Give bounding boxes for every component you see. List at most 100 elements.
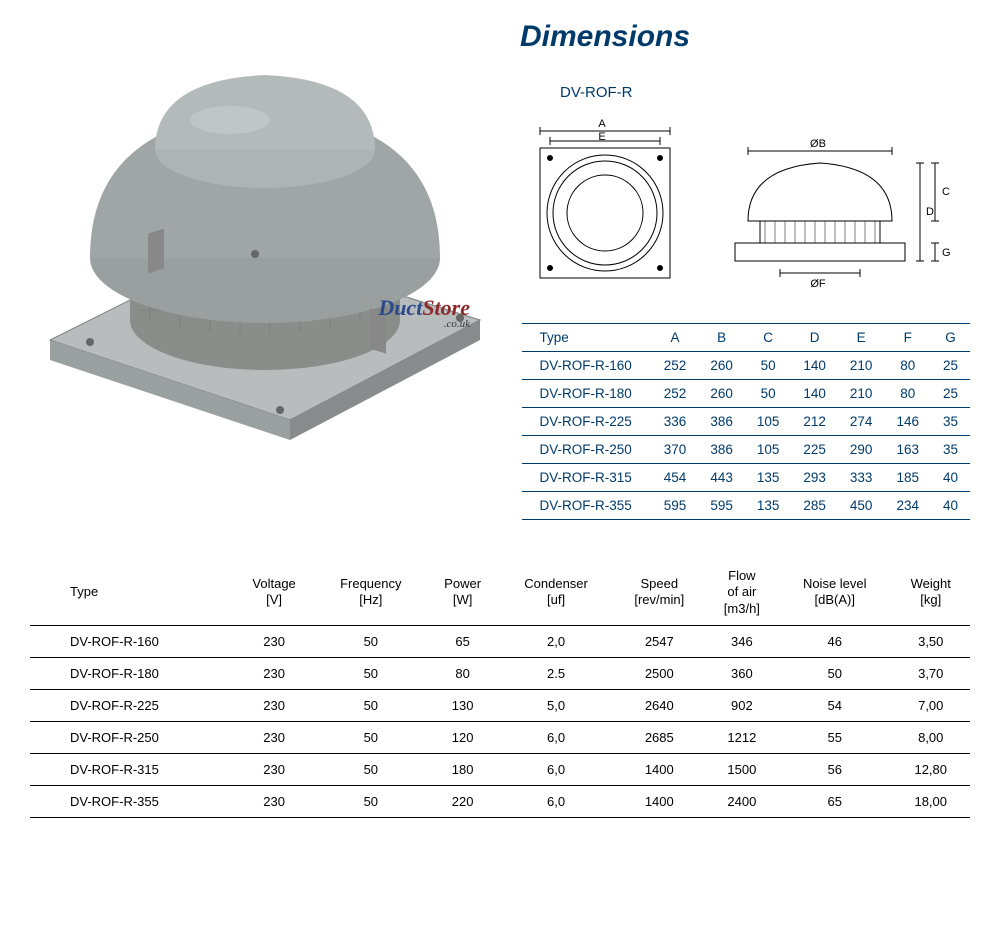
table-cell: 360 — [706, 657, 778, 689]
table-cell: 210 — [838, 380, 885, 408]
table-cell: 163 — [884, 436, 931, 464]
table-cell: 65 — [426, 625, 499, 657]
table-row: DV-ROF-R-355230502206,0140024006518,00 — [30, 785, 970, 817]
diagram-top-view: A E — [520, 113, 690, 293]
table-cell: 140 — [791, 352, 838, 380]
table-row: DV-ROF-R-31545444313529333318540 — [522, 464, 970, 492]
table-cell: 2400 — [706, 785, 778, 817]
table-row: DV-ROF-R-180252260501402108025 — [522, 380, 970, 408]
table-cell: 225 — [791, 436, 838, 464]
table-row: DV-ROF-R-25037038610522529016335 — [522, 436, 970, 464]
specifications-table: TypeVoltage[V]Frequency[Hz]Power[W]Conde… — [30, 560, 970, 818]
table-cell: 1212 — [706, 721, 778, 753]
spec-col-header: Voltage[V] — [233, 560, 316, 625]
table-cell: 50 — [316, 721, 426, 753]
table-cell: 230 — [233, 721, 316, 753]
table-cell: 333 — [838, 464, 885, 492]
dim-label-D: D — [926, 206, 934, 218]
spec-col-header: Flowof air[m3/h] — [706, 560, 778, 625]
table-cell: 2547 — [613, 625, 706, 657]
table-cell: 220 — [426, 785, 499, 817]
dimensions-table: TypeABCDEFG DV-ROF-R-1602522605014021080… — [522, 323, 970, 520]
table-cell: 80 — [884, 352, 931, 380]
table-row: DV-ROF-R-16023050652,02547346463,50 — [30, 625, 970, 657]
dim-label-F: ØF — [810, 278, 826, 290]
table-cell: 5,0 — [499, 689, 613, 721]
table-cell: 210 — [838, 352, 885, 380]
watermark: DuctStore .co.uk — [378, 295, 470, 330]
table-cell: DV-ROF-R-160 — [30, 625, 233, 657]
dim-col-header: Type — [522, 324, 652, 352]
table-cell: 252 — [652, 380, 699, 408]
table-cell: 285 — [791, 492, 838, 520]
table-cell: 8,00 — [892, 721, 971, 753]
watermark-part1: Duct — [378, 295, 422, 320]
table-cell: DV-ROF-R-250 — [522, 436, 652, 464]
dim-col-header: D — [791, 324, 838, 352]
table-cell: DV-ROF-R-355 — [30, 785, 233, 817]
table-cell: 346 — [706, 625, 778, 657]
table-cell: 46 — [778, 625, 892, 657]
table-cell: 230 — [233, 689, 316, 721]
table-cell: 12,80 — [892, 753, 971, 785]
spec-col-header: Power[W] — [426, 560, 499, 625]
table-cell: 336 — [652, 408, 699, 436]
table-cell: DV-ROF-R-250 — [30, 721, 233, 753]
dim-col-header: E — [838, 324, 885, 352]
dim-label-B: ØB — [810, 138, 826, 150]
table-cell: 1400 — [613, 753, 706, 785]
table-cell: 443 — [698, 464, 745, 492]
right-column: Dimensions DV-ROF-R — [510, 20, 970, 520]
spec-col-header: Frequency[Hz] — [316, 560, 426, 625]
table-row: DV-ROF-R-250230501206,026851212558,00 — [30, 721, 970, 753]
product-photo: DuctStore .co.uk — [30, 20, 490, 440]
diagram-side-view: ØB C D G ØF — [720, 113, 960, 293]
table-cell: DV-ROF-R-180 — [30, 657, 233, 689]
dim-label-A: A — [598, 118, 606, 130]
table-cell: 35 — [931, 408, 970, 436]
table-cell: 40 — [931, 492, 970, 520]
table-cell: 130 — [426, 689, 499, 721]
table-cell: 370 — [652, 436, 699, 464]
dim-col-header: A — [652, 324, 699, 352]
table-cell: 2,0 — [499, 625, 613, 657]
table-cell: 230 — [233, 785, 316, 817]
table-cell: 50 — [316, 625, 426, 657]
table-cell: 3,50 — [892, 625, 971, 657]
table-cell: 120 — [426, 721, 499, 753]
table-cell: 260 — [698, 380, 745, 408]
table-cell: 6,0 — [499, 753, 613, 785]
table-cell: 65 — [778, 785, 892, 817]
table-cell: DV-ROF-R-355 — [522, 492, 652, 520]
table-cell: 50 — [745, 380, 792, 408]
table-cell: 18,00 — [892, 785, 971, 817]
table-cell: 50 — [778, 657, 892, 689]
table-cell: 40 — [931, 464, 970, 492]
table-cell: 902 — [706, 689, 778, 721]
table-cell: 230 — [233, 753, 316, 785]
table-cell: 2.5 — [499, 657, 613, 689]
table-row: DV-ROF-R-22533638610521227414635 — [522, 408, 970, 436]
table-cell: DV-ROF-R-160 — [522, 352, 652, 380]
dim-col-header: C — [745, 324, 792, 352]
table-row: DV-ROF-R-225230501305,02640902547,00 — [30, 689, 970, 721]
dim-col-header: G — [931, 324, 970, 352]
table-row: DV-ROF-R-35559559513528545023440 — [522, 492, 970, 520]
product-illustration — [30, 20, 490, 440]
table-cell: 35 — [931, 436, 970, 464]
table-cell: 25 — [931, 380, 970, 408]
table-cell: 2640 — [613, 689, 706, 721]
table-cell: 386 — [698, 408, 745, 436]
table-cell: 56 — [778, 753, 892, 785]
table-cell: 2500 — [613, 657, 706, 689]
spec-col-header: Speed[rev/min] — [613, 560, 706, 625]
table-cell: 230 — [233, 657, 316, 689]
table-cell: 50 — [316, 785, 426, 817]
table-cell: 290 — [838, 436, 885, 464]
table-cell: DV-ROF-R-180 — [522, 380, 652, 408]
table-cell: 234 — [884, 492, 931, 520]
table-cell: 1500 — [706, 753, 778, 785]
table-cell: 6,0 — [499, 785, 613, 817]
table-cell: 2685 — [613, 721, 706, 753]
table-row: DV-ROF-R-18023050802.52500360503,70 — [30, 657, 970, 689]
